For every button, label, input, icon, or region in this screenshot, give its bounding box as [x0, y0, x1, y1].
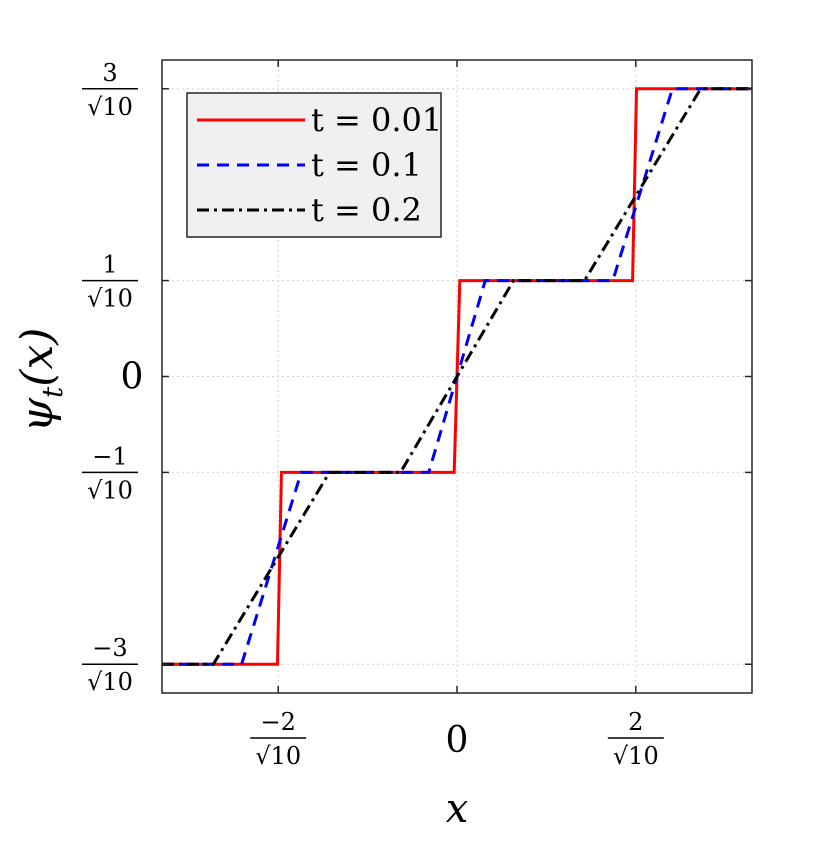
y-tick-label-numerator: −3 [92, 634, 127, 662]
y-tick-label-denominator: √10 [87, 285, 133, 313]
x-tick-label-denominator: √10 [255, 742, 301, 770]
legend-box [186, 92, 442, 238]
series-line-3 [162, 87, 752, 666]
legend: t = 0.01 t = 0.1 t = 0.2 [186, 92, 442, 238]
y-tick-label: 1√10 [82, 251, 138, 313]
x-tick-label-denominator: √10 [613, 742, 659, 770]
x-axis-label: x [446, 786, 469, 832]
y-tick-label-denominator: √10 [87, 93, 133, 121]
series-group [162, 87, 752, 666]
y-tick-label-numerator: 1 [102, 251, 117, 279]
y-tick-label-numerator: −1 [92, 442, 127, 470]
y-tick-label: 0 [121, 357, 144, 398]
y-tick-label-denominator: √10 [87, 476, 133, 504]
legend-label-1: t = 0.01 [311, 101, 442, 139]
x-tick-label-numerator: −2 [261, 708, 296, 736]
y-axis-label-symbol: ψ [12, 397, 63, 432]
y-tick-label: 3√10 [82, 59, 138, 121]
x-tick-label: 2√10 [607, 708, 664, 770]
y-tick-label: −3√10 [82, 634, 138, 696]
ticks [162, 60, 752, 693]
y-axis-label: ψt(x) [12, 328, 69, 433]
y-axis-label-subscript: t [36, 386, 69, 398]
legend-label-3: t = 0.2 [311, 191, 422, 229]
x-tick-label-numerator: 2 [628, 708, 643, 736]
y-tick-label-denominator: √10 [87, 668, 133, 696]
x-tick-label: 0 [446, 720, 469, 761]
y-tick-label-numerator: 3 [102, 59, 117, 87]
y-tick-label: −1√10 [82, 442, 138, 504]
y-axis-label-argument: (x) [12, 328, 63, 387]
x-tick-label: −2√10 [250, 708, 307, 770]
legend-label-2: t = 0.1 [311, 146, 422, 184]
